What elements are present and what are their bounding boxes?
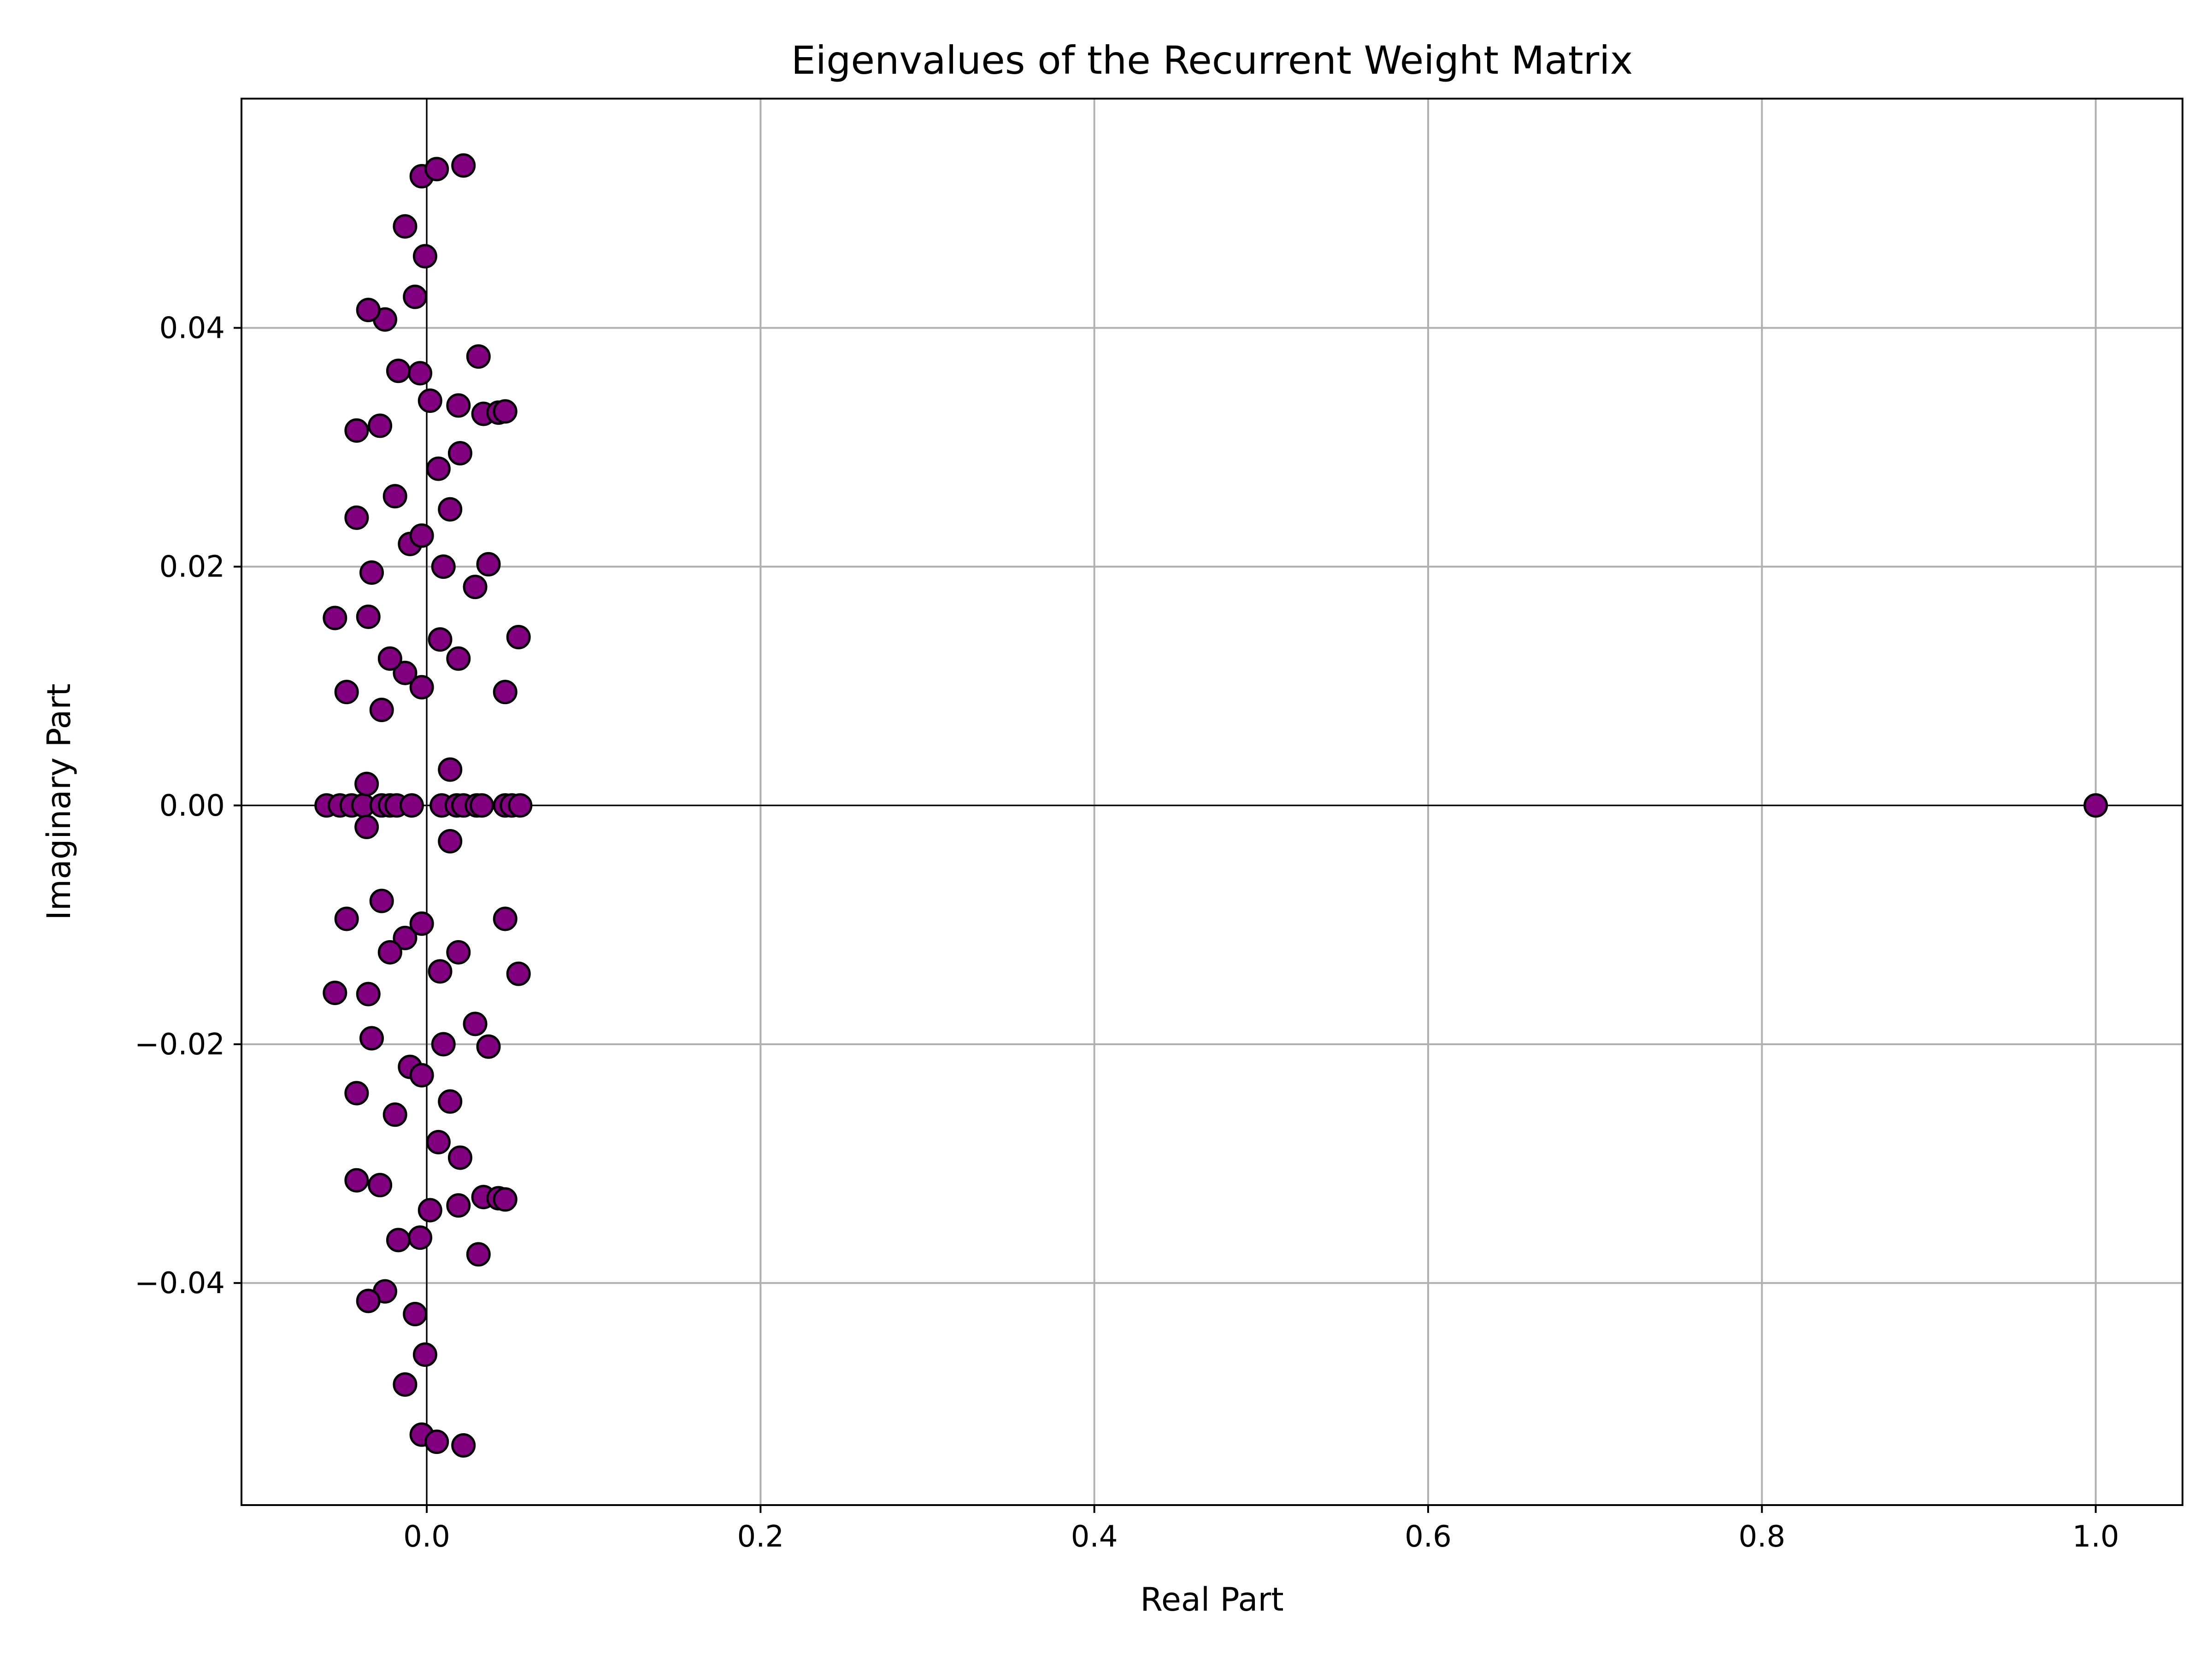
eigenvalue-point bbox=[369, 698, 394, 723]
eigenvalue-point bbox=[438, 829, 463, 853]
eigenvalue-point bbox=[463, 1012, 488, 1036]
x-tick-label: 0.4 bbox=[1071, 1520, 1118, 1554]
eigenvalue-point bbox=[344, 418, 369, 443]
y-tick-label: 0.02 bbox=[159, 550, 225, 584]
y-axis-ticks: −0.04 −0.02 0.00 0.02 0.04 bbox=[135, 311, 241, 1300]
eigenvalue-point bbox=[508, 793, 533, 818]
eigenvalue-point bbox=[356, 298, 381, 323]
data-points bbox=[314, 153, 2108, 1458]
eigenvalue-point bbox=[356, 982, 381, 1006]
eigenvalue-point bbox=[431, 1032, 456, 1057]
eigenvalue-point bbox=[424, 157, 449, 182]
eigenvalue-point bbox=[403, 284, 428, 309]
eigenvalue-point bbox=[344, 1168, 369, 1193]
x-tick-label: 1.0 bbox=[2072, 1520, 2119, 1554]
x-axis-ticks: 0.0 0.2 0.4 0.6 0.8 1.0 bbox=[403, 1505, 2119, 1554]
x-tick-label: 0.0 bbox=[403, 1520, 450, 1554]
eigenvalue-point bbox=[356, 604, 381, 629]
eigenvalue-point bbox=[447, 1145, 472, 1170]
eigenvalue-point bbox=[451, 153, 476, 178]
eigenvalue-point bbox=[393, 660, 418, 685]
eigenvalue-point bbox=[451, 1433, 476, 1458]
eigenvalue-point bbox=[424, 1430, 449, 1454]
eigenvalue-point bbox=[446, 646, 471, 671]
eigenvalue-point bbox=[359, 560, 384, 585]
y-axis-label: Imaginary Part bbox=[40, 683, 78, 920]
eigenvalue-point bbox=[438, 757, 463, 782]
eigenvalue-point bbox=[409, 1063, 434, 1088]
y-tick-label: −0.04 bbox=[135, 1266, 225, 1300]
eigenvalue-point bbox=[412, 1342, 437, 1367]
eigenvalue-point bbox=[476, 1034, 501, 1059]
plot-frame bbox=[241, 98, 2183, 1506]
eigenvalue-point bbox=[344, 1081, 369, 1106]
y-tick-label: −0.02 bbox=[135, 1028, 225, 1062]
eigenvalue-point bbox=[393, 214, 418, 239]
eigenvalue-point bbox=[408, 361, 433, 386]
x-axis-label: Real Part bbox=[1140, 1581, 1283, 1618]
x-tick-label: 0.2 bbox=[737, 1520, 784, 1554]
eigenvalue-point bbox=[382, 1102, 407, 1127]
eigenvalue-point bbox=[377, 940, 402, 965]
eigenvalue-point bbox=[438, 1089, 463, 1114]
eigenvalue-point bbox=[438, 497, 463, 522]
eigenvalue-point bbox=[409, 911, 434, 936]
eigenvalue-point bbox=[323, 606, 347, 630]
x-tick-label: 0.6 bbox=[1405, 1520, 1452, 1554]
eigenvalue-point bbox=[369, 888, 394, 913]
eigenvalue-point bbox=[431, 554, 456, 579]
x-tick-label: 0.8 bbox=[1738, 1520, 1785, 1554]
eigenvalue-point bbox=[386, 1228, 411, 1253]
eigenvalue-point bbox=[334, 906, 359, 931]
y-tick-label: 0.00 bbox=[159, 789, 225, 823]
y-tick-label: 0.04 bbox=[159, 311, 225, 345]
eigenvalue-point bbox=[463, 575, 488, 600]
eigenvalue-point bbox=[408, 1225, 433, 1250]
eigenvalue-point bbox=[418, 1198, 442, 1223]
eigenvalue-point bbox=[323, 981, 347, 1006]
eigenvalue-point bbox=[356, 1288, 381, 1313]
eigenvalue-point bbox=[493, 1187, 518, 1212]
eigenvalue-point bbox=[506, 961, 531, 986]
eigenvalue-point bbox=[359, 1026, 384, 1051]
eigenvalue-point bbox=[382, 484, 407, 509]
eigenvalue-point bbox=[446, 393, 471, 418]
eigenvalue-point bbox=[493, 399, 518, 424]
eigenvalue-point bbox=[386, 359, 411, 383]
eigenvalue-point bbox=[354, 771, 379, 796]
eigenvalue-point bbox=[470, 793, 494, 818]
eigenvalue-point bbox=[2083, 793, 2108, 818]
eigenvalue-point bbox=[409, 523, 434, 548]
eigenvalue-point bbox=[493, 680, 518, 705]
eigenvalue-point bbox=[476, 552, 501, 577]
eigenvalue-point bbox=[466, 344, 491, 369]
eigenvalue-point bbox=[403, 1301, 428, 1326]
eigenvalue-point bbox=[368, 1173, 393, 1198]
eigenvalue-point bbox=[354, 814, 379, 839]
eigenvalue-point bbox=[447, 441, 472, 465]
eigenvalue-point bbox=[426, 1130, 451, 1154]
eigenvalue-point bbox=[334, 680, 359, 705]
eigenvalue-point bbox=[412, 244, 437, 269]
eigenvalue-point bbox=[393, 1372, 418, 1397]
eigenvalue-point bbox=[344, 505, 369, 530]
eigenvalue-point bbox=[493, 906, 518, 931]
eigenvalue-point bbox=[446, 1193, 471, 1218]
eigenvalue-point bbox=[428, 627, 453, 652]
eigenvalue-point bbox=[428, 959, 453, 984]
reference-lines bbox=[241, 99, 2183, 1505]
eigenvalue-point bbox=[377, 646, 402, 671]
chart-title: Eigenvalues of the Recurrent Weight Matr… bbox=[791, 38, 1633, 83]
eigenvalue-point bbox=[506, 624, 531, 649]
eigenvalue-point bbox=[393, 925, 418, 950]
eigenvalue-point bbox=[426, 456, 451, 481]
eigenvalue-point bbox=[466, 1242, 491, 1267]
eigenvalue-point bbox=[409, 675, 434, 700]
eigenvalue-point bbox=[399, 793, 424, 818]
eigenvalue-point bbox=[446, 940, 471, 965]
eigenvalue-point bbox=[368, 413, 393, 438]
eigenvalue-point bbox=[418, 388, 442, 413]
